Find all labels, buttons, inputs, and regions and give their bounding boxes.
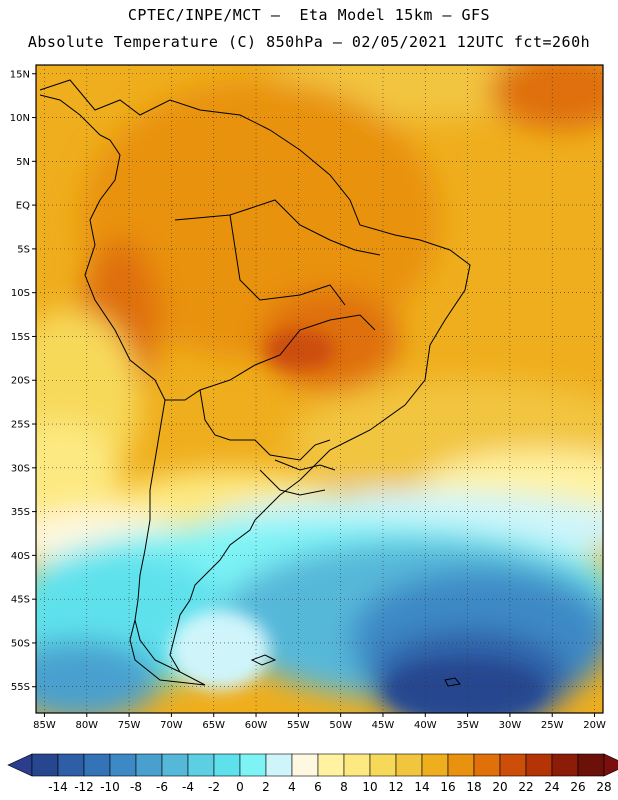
colorbar-label: 14 xyxy=(414,780,429,794)
lon-tick-label: 30W xyxy=(499,720,522,731)
colorbar-label: 4 xyxy=(288,780,296,794)
colorbar-swatch xyxy=(317,753,345,777)
colorbar-swatch xyxy=(291,753,319,777)
lat-tick-label: 30S xyxy=(11,463,30,474)
temperature-field xyxy=(36,65,603,713)
colorbar-label: 26 xyxy=(570,780,585,794)
colorbar-swatch xyxy=(473,753,501,777)
colorbar-swatch xyxy=(499,753,527,777)
lat-tick-label: 40S xyxy=(11,551,30,562)
coastlines xyxy=(39,79,471,687)
colorbar-label: 10 xyxy=(362,780,377,794)
colorbar-label: 18 xyxy=(466,780,481,794)
map-title-model: CPTEC/INPE/MCT – Eta Model 15km – GFS xyxy=(127,6,491,24)
colorbar-swatch xyxy=(369,753,397,777)
lat-tick-label: 20S xyxy=(11,376,30,387)
colorbar-swatch xyxy=(187,753,215,777)
lat-tick-label: 5S xyxy=(17,244,30,255)
colorbar-label: -10 xyxy=(100,780,120,794)
lat-tick-label: 45S xyxy=(11,595,30,606)
colorbar-swatch xyxy=(551,753,579,777)
temperature-map: 15N 10N 5N EQ 5S 10S 15S 20S 25S 30S 35S 40S 45S 50S 5… xyxy=(10,64,606,731)
colorbar-swatch xyxy=(421,753,449,777)
colorbar-label: 28 xyxy=(596,780,611,794)
lon-tick-label: 20W xyxy=(583,720,606,731)
colorbar-swatch xyxy=(447,753,475,777)
colorbar-under-arrow xyxy=(7,753,33,777)
colorbar-swatch xyxy=(395,753,423,777)
colorbar-label: -4 xyxy=(182,780,194,794)
lat-tick-label: 10N xyxy=(10,113,30,124)
lat-tick-label: 50S xyxy=(11,638,30,649)
colorbar-label: -6 xyxy=(156,780,168,794)
graticule-grid xyxy=(36,65,603,713)
lon-tick-label: 35W xyxy=(456,720,479,731)
colorbar-label: 20 xyxy=(492,780,507,794)
map-title-field: Absolute Temperature (C) 850hPa – 02/05/… xyxy=(27,33,591,51)
colorbar-label: 2 xyxy=(262,780,270,794)
colorbar-swatch xyxy=(525,753,553,777)
lat-tick-label: 15S xyxy=(11,332,30,343)
colorbar-swatch xyxy=(577,753,605,777)
lon-tick-label: 80W xyxy=(75,720,98,731)
colorbar-swatch xyxy=(213,753,241,777)
colorbar-label: -12 xyxy=(74,780,94,794)
lon-tick-label: 45W xyxy=(372,720,395,731)
colorbar-swatch xyxy=(83,753,111,777)
lon-tick-label: 65W xyxy=(202,720,225,731)
lon-tick-label: 40W xyxy=(414,720,437,731)
lon-tick-label: 85W xyxy=(33,720,56,731)
colorbar-over-arrow xyxy=(603,753,618,777)
colorbar-swatch xyxy=(265,753,293,777)
colorbar: -14 -12 -10 -8 -6 -4 -2 0 2 4 6 8 10 12 14 16 18 20 22 24 26… xyxy=(7,753,618,794)
lat-tick-label: 25S xyxy=(11,420,30,431)
lon-tick-label: 60W xyxy=(245,720,268,731)
colorbar-label: 22 xyxy=(518,780,533,794)
colorbar-swatch xyxy=(31,753,59,777)
lon-tick-label: 75W xyxy=(118,720,141,731)
colorbar-label: 8 xyxy=(340,780,348,794)
colorbar-label: -8 xyxy=(130,780,142,794)
map-frame xyxy=(35,64,604,714)
lat-tick-label: 10S xyxy=(11,288,30,299)
colorbar-label: 12 xyxy=(388,780,403,794)
lat-tick-label: 55S xyxy=(11,682,30,693)
colorbar-label: 24 xyxy=(544,780,559,794)
colorbar-swatch xyxy=(135,753,163,777)
colorbar-label: 6 xyxy=(314,780,322,794)
lat-tick-label: 35S xyxy=(11,507,30,518)
colorbar-label: -14 xyxy=(48,780,68,794)
colorbar-label: -2 xyxy=(208,780,220,794)
lat-tick-label: 15N xyxy=(10,69,30,80)
latitude-ticks: 15N 10N 5N EQ 5S 10S 15S 20S 25S 30S 35S 40S 45S 50S 5… xyxy=(10,69,36,693)
lat-tick-label: 5N xyxy=(16,157,30,168)
colorbar-swatch xyxy=(343,753,371,777)
lon-tick-label: 50W xyxy=(329,720,352,731)
lon-tick-label: 70W xyxy=(160,720,183,731)
colorbar-swatch xyxy=(161,753,189,777)
colorbar-swatch xyxy=(57,753,85,777)
colorbar-label: 16 xyxy=(440,780,455,794)
colorbar-swatch xyxy=(239,753,267,777)
colorbar-label: 0 xyxy=(236,780,244,794)
lon-tick-label: 25W xyxy=(541,720,564,731)
longitude-ticks: 85W 80W 75W 70W 65W 60W 55W 50W 45W 40W 35W 30W 25W 2… xyxy=(33,713,606,731)
lon-tick-label: 55W xyxy=(287,720,310,731)
colorbar-swatch xyxy=(109,753,137,777)
lat-tick-label: EQ xyxy=(16,201,30,212)
